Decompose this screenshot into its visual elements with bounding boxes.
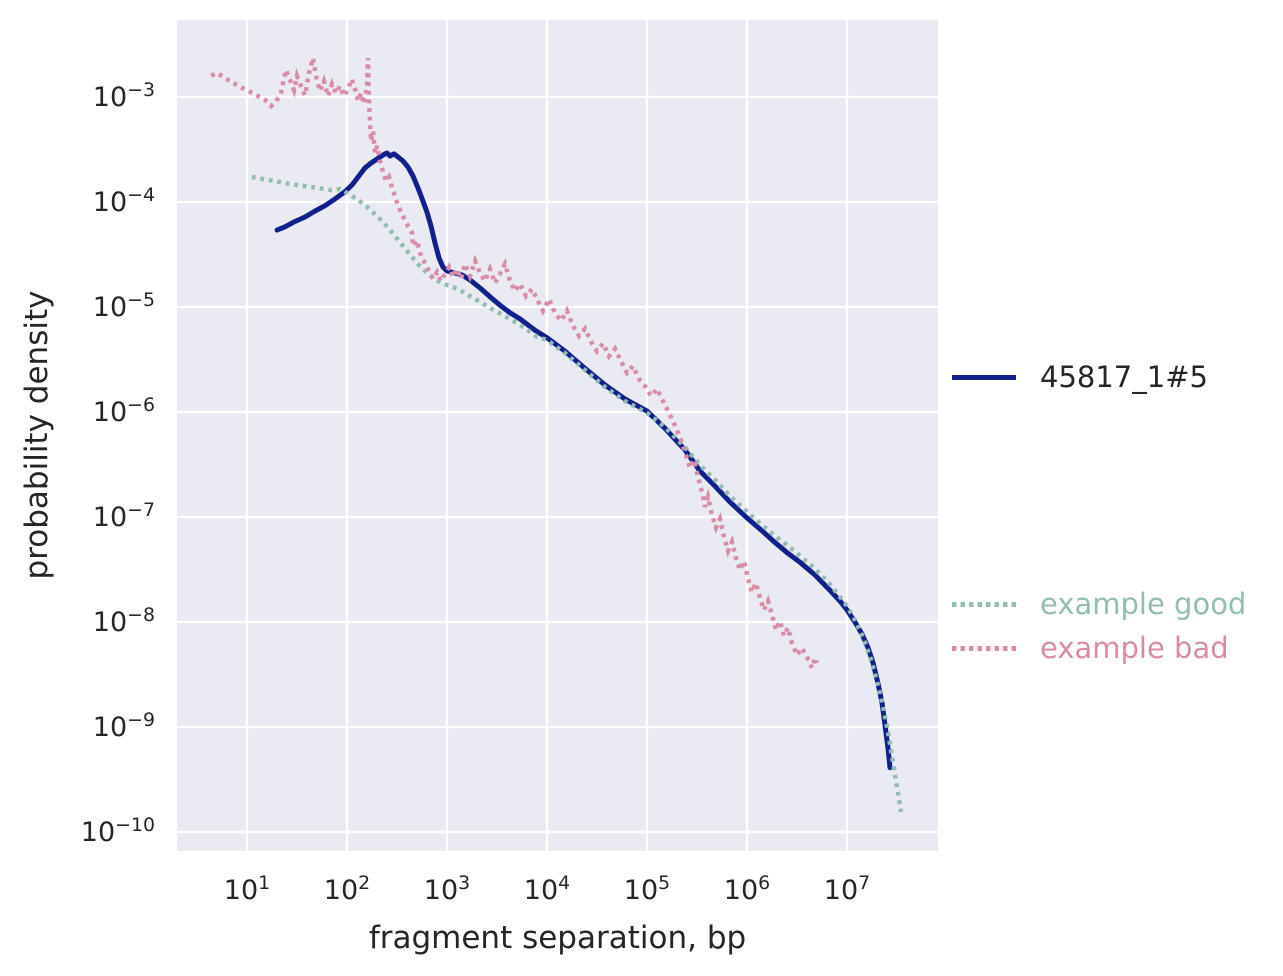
x-tick-label: 103 xyxy=(423,872,471,906)
x-tick-label: 106 xyxy=(723,872,771,906)
y-tick-label: 10−4 xyxy=(92,184,155,218)
x-tick-label: 107 xyxy=(823,872,871,906)
series-line-0 xyxy=(274,150,893,771)
series-line-2 xyxy=(210,57,820,675)
plot-area xyxy=(177,20,938,851)
legend-entry-example-bad: example bad xyxy=(952,631,1229,665)
legend-label-sample: 45817_1#5 xyxy=(1040,360,1208,394)
dotted-line-swatch-good xyxy=(952,601,1016,607)
y-tick-label: 10−9 xyxy=(92,709,155,743)
legend-entry-example-good: example good xyxy=(952,587,1246,621)
y-tick-label: 10−8 xyxy=(92,604,155,638)
y-tick-label: 10−3 xyxy=(92,79,155,113)
solid-line-swatch xyxy=(952,374,1016,380)
x-tick-label: 104 xyxy=(523,872,571,906)
y-axis-label: probability density xyxy=(19,290,55,580)
x-tick-label: 102 xyxy=(323,872,371,906)
legend-label-example-good: example good xyxy=(1040,587,1247,621)
legend-label-example-bad: example bad xyxy=(1040,631,1229,665)
dotted-line-swatch-bad xyxy=(952,645,1016,651)
y-tick-label: 10−6 xyxy=(92,394,155,428)
x-axis-label: fragment separation, bp xyxy=(368,920,747,956)
x-tick-label: 105 xyxy=(623,872,671,906)
legend-entry-sample: 45817_1#5 xyxy=(952,360,1208,394)
y-tick-label: 10−5 xyxy=(92,289,155,323)
x-tick-label: 101 xyxy=(223,872,271,906)
y-tick-label: 10−7 xyxy=(92,499,155,533)
y-tick-label: 10−10 xyxy=(80,814,155,848)
